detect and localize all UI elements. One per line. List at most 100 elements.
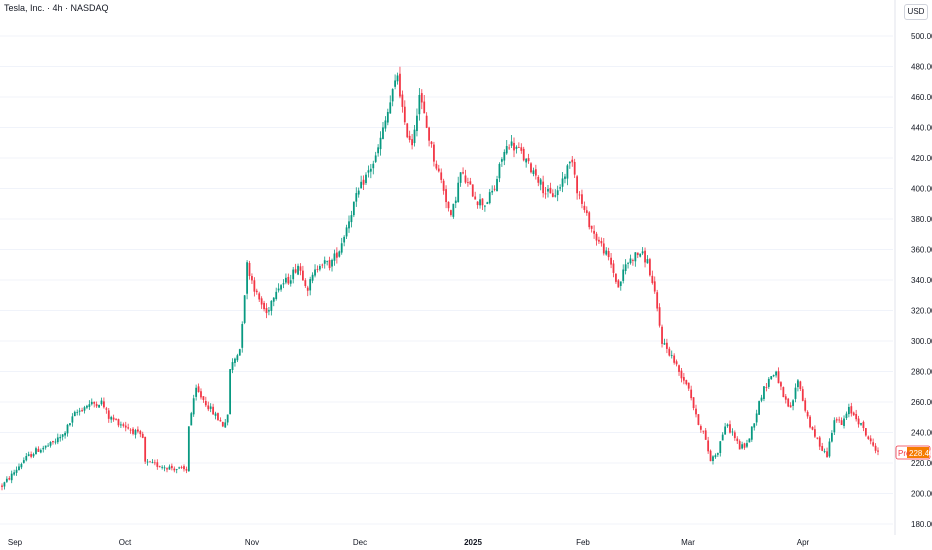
candle-body: [445, 189, 447, 203]
candle-body: [532, 170, 535, 174]
candle-body: [588, 212, 591, 228]
price-axis[interactable]: 180.00 200.00 220.00 240.00 260.00 280.00 300.…: [911, 32, 932, 529]
candle-body: [352, 201, 355, 216]
candle-body: [107, 410, 110, 419]
candle-body: [411, 139, 413, 146]
candle-body: [714, 455, 717, 458]
candle-body: [690, 389, 693, 399]
candle-body: [83, 407, 86, 411]
candle-body: [522, 148, 525, 161]
candle-body: [605, 250, 608, 255]
candle-body: [345, 227, 348, 237]
candle-body: [37, 448, 40, 452]
candle-body: [826, 451, 828, 458]
time-tick-label: 2025: [464, 538, 482, 547]
candle-body: [539, 179, 542, 185]
candle-body: [782, 387, 785, 398]
candle-body: [255, 290, 258, 293]
candle-body: [590, 225, 593, 229]
candle-body: [561, 178, 564, 187]
candle-body: [10, 473, 13, 481]
price-tick-label: 320.00: [911, 307, 932, 316]
candle-body: [840, 420, 843, 425]
candle-body: [64, 432, 66, 436]
candle-body: [112, 417, 115, 420]
candle-body: [316, 269, 319, 270]
candle-body: [568, 161, 571, 164]
candle-body: [678, 365, 680, 372]
candle-body: [534, 169, 537, 176]
candle-body: [350, 215, 353, 223]
candle-body: [433, 144, 435, 162]
candle-body: [585, 210, 588, 214]
candle-body: [855, 414, 858, 420]
candle-body: [537, 176, 540, 183]
candle-body: [122, 424, 125, 426]
candle-body: [680, 370, 683, 379]
candle-body: [151, 462, 154, 463]
candle-body: [459, 172, 462, 183]
candle-body: [571, 159, 574, 163]
candle-body: [746, 443, 748, 447]
candle-body: [418, 94, 421, 115]
candle-body: [226, 414, 229, 423]
candle-body: [272, 297, 275, 302]
candle-body: [362, 179, 365, 185]
candle-body: [770, 376, 773, 380]
price-tick-label: 420.00: [911, 154, 932, 163]
time-tick-label: Feb: [576, 538, 590, 547]
candle-body: [54, 441, 57, 443]
candle-body: [515, 146, 518, 149]
candle-body: [357, 190, 360, 195]
time-tick-label: Apr: [797, 538, 810, 547]
candle-body: [335, 252, 338, 258]
candle-body: [13, 472, 16, 475]
time-tick-label: Dec: [353, 538, 367, 547]
candle-body: [306, 287, 309, 291]
candle-body: [755, 413, 758, 423]
candle-body: [750, 426, 753, 440]
candle-body: [285, 277, 287, 283]
candle-body: [340, 243, 343, 253]
candle-body: [780, 382, 782, 387]
candle-body: [338, 251, 341, 257]
candle-body: [297, 265, 299, 275]
candle-body: [442, 180, 445, 191]
time-tick-label: Sep: [8, 538, 23, 547]
candle-body: [517, 147, 520, 148]
candle-body: [15, 469, 18, 473]
candle-body: [236, 355, 239, 361]
candle-body: [8, 478, 11, 480]
candle-body: [318, 265, 321, 270]
candle-body: [636, 252, 639, 256]
candle-body: [772, 375, 775, 377]
candle-body: [386, 111, 389, 123]
currency-button[interactable]: USD: [904, 4, 928, 20]
candle-body: [869, 438, 872, 442]
candle-body: [221, 421, 224, 427]
price-tick-label: 200.00: [911, 490, 932, 499]
candle-body: [333, 253, 336, 261]
candle-body: [784, 396, 787, 400]
candle-body: [5, 478, 8, 482]
candle-body: [22, 460, 25, 463]
candle-body: [287, 276, 290, 284]
candle-body: [847, 406, 850, 415]
candle-body: [326, 261, 329, 262]
candle-body: [44, 445, 47, 448]
candle-body: [440, 172, 443, 180]
candle-body: [90, 401, 93, 405]
candle-body: [374, 155, 377, 162]
candle-body: [860, 423, 862, 425]
candle-body: [721, 434, 724, 441]
candle-body: [292, 269, 295, 280]
candle-body: [877, 450, 879, 452]
candle-body: [729, 424, 731, 433]
candle-body: [838, 419, 841, 421]
candle-body: [789, 405, 792, 408]
candle-body: [673, 355, 676, 363]
candle-body: [224, 422, 227, 428]
candle-body: [670, 355, 673, 356]
time-axis[interactable]: Sep Oct Nov Dec 2025 Feb Mar Apr: [8, 538, 810, 547]
